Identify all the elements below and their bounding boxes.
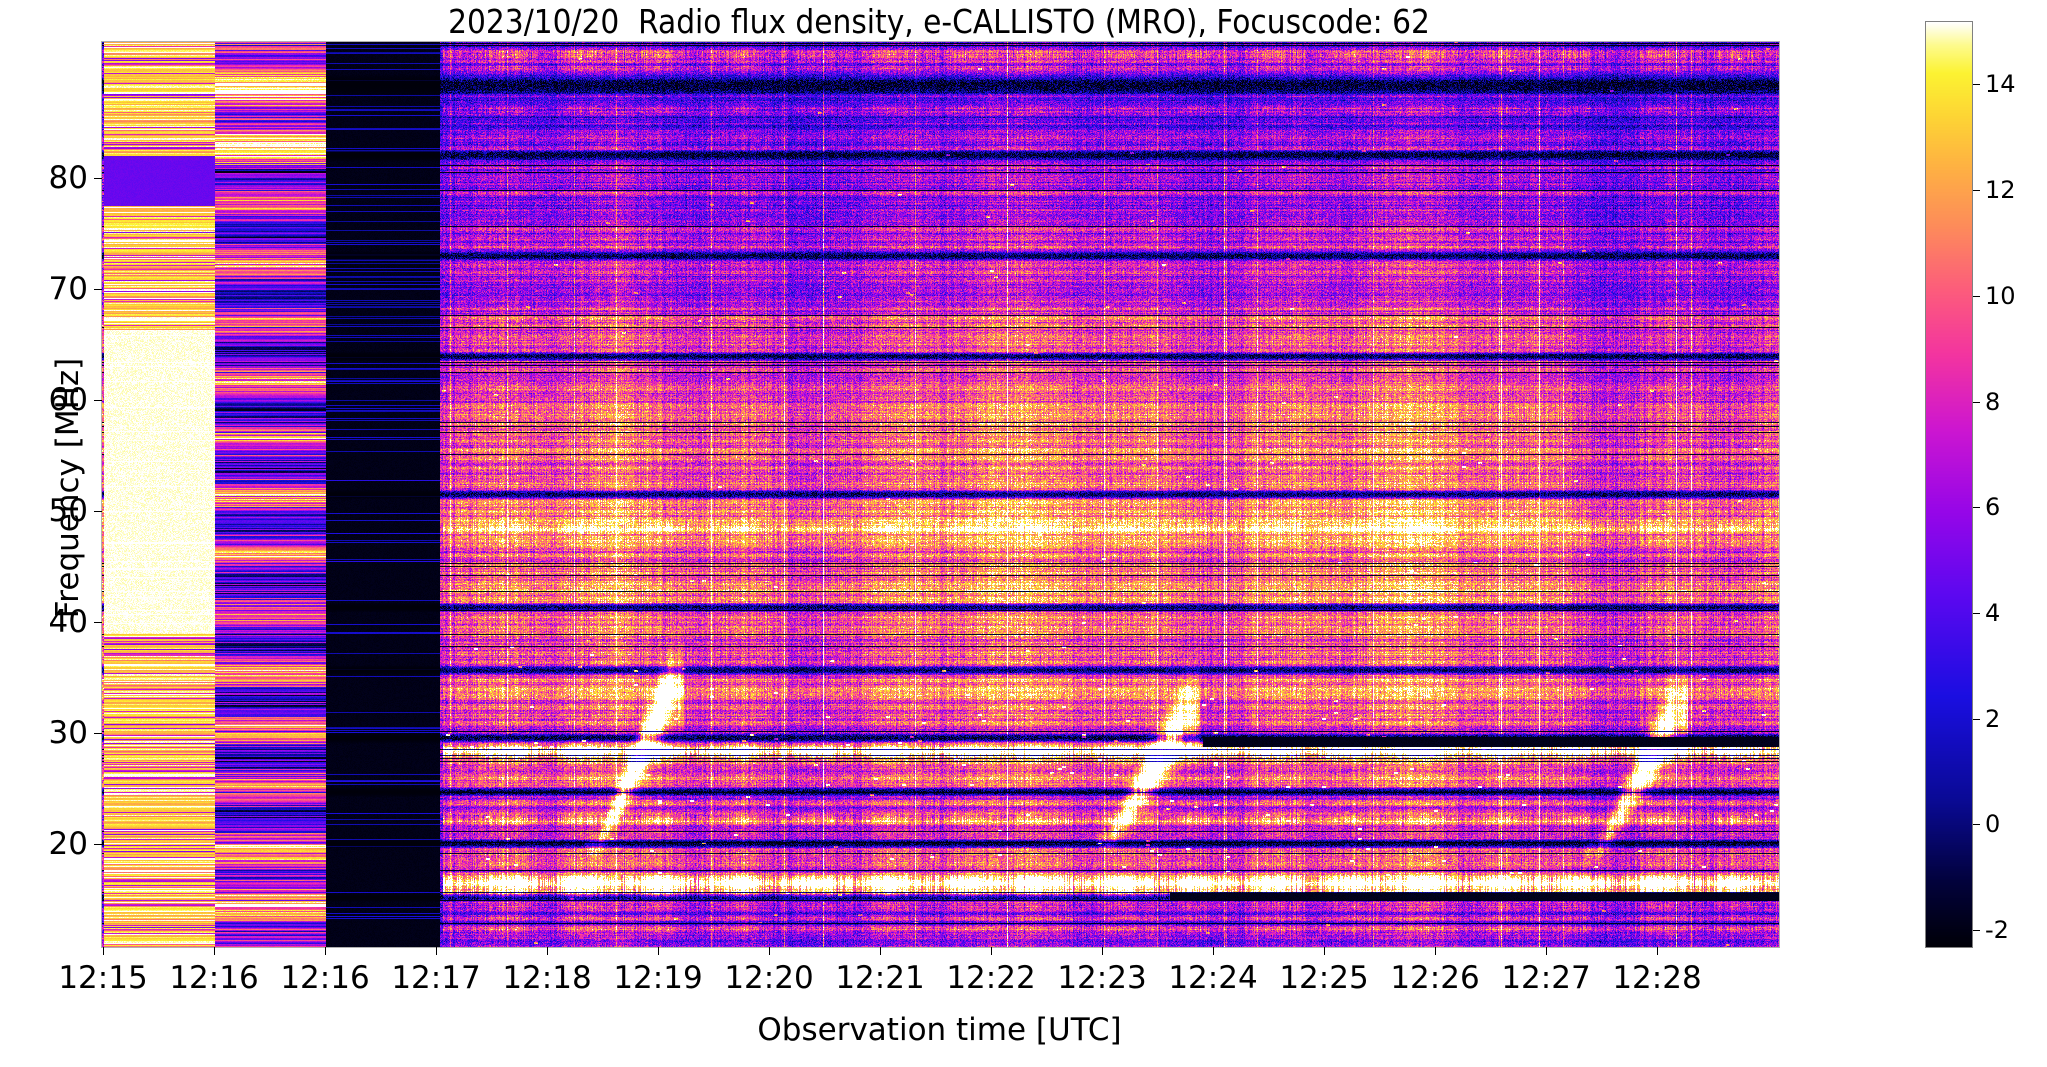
colorbar-tick-mark xyxy=(1973,930,1980,931)
x-tick-label: 12:27 xyxy=(1501,960,1591,996)
colorbar-tick-label: 4 xyxy=(1985,599,2001,627)
colorbar-tick-label: 12 xyxy=(1985,176,2016,204)
colorbar-tick-label: 14 xyxy=(1985,70,2016,98)
x-tick-mark xyxy=(436,947,437,955)
y-tick-mark xyxy=(94,844,102,845)
x-tick-mark xyxy=(769,947,770,955)
y-tick-label: 80 xyxy=(48,160,88,196)
y-tick-label: 60 xyxy=(48,382,88,418)
x-tick-label: 12:18 xyxy=(502,960,592,996)
colorbar-tick-label: 8 xyxy=(1985,388,2001,416)
colorbar-tick-mark xyxy=(1973,402,1980,403)
y-tick-label: 40 xyxy=(48,604,88,640)
x-tick-label: 12:22 xyxy=(946,960,1036,996)
y-tick-label: 50 xyxy=(48,493,88,529)
page-title: 2023/10/20 Radio flux density, e-CALLIST… xyxy=(448,2,1430,41)
x-tick-label: 12:24 xyxy=(1168,960,1258,996)
x-tick-label: 12:23 xyxy=(1057,960,1147,996)
colorbar-tick-mark xyxy=(1973,507,1980,508)
colorbar xyxy=(1925,21,1973,948)
colorbar-tick-mark xyxy=(1973,613,1980,614)
x-tick-label: 12:21 xyxy=(835,960,925,996)
colorbar-tick-label: -2 xyxy=(1985,916,2009,944)
x-tick-label: 12:19 xyxy=(613,960,703,996)
x-tick-label: 12:17 xyxy=(391,960,481,996)
colorbar-tick-mark xyxy=(1973,84,1980,85)
x-tick-label: 12:15 xyxy=(58,960,148,996)
spectrogram-image xyxy=(102,42,1779,947)
y-tick-mark xyxy=(94,400,102,401)
x-tick-mark xyxy=(103,947,104,955)
x-tick-mark xyxy=(547,947,548,955)
x-tick-mark xyxy=(880,947,881,955)
x-tick-label: 12:28 xyxy=(1612,960,1702,996)
colorbar-tick-mark xyxy=(1973,190,1980,191)
x-tick-label: 12:16 xyxy=(169,960,259,996)
x-tick-mark xyxy=(1546,947,1547,955)
y-tick-mark xyxy=(94,178,102,179)
y-tick-label: 30 xyxy=(48,715,88,751)
x-tick-mark xyxy=(325,947,326,955)
y-tick-mark xyxy=(94,733,102,734)
x-tick-mark xyxy=(658,947,659,955)
colorbar-tick-mark xyxy=(1973,824,1980,825)
y-tick-mark xyxy=(94,622,102,623)
x-tick-mark xyxy=(214,947,215,955)
colorbar-gradient xyxy=(1926,22,1972,947)
x-tick-mark xyxy=(1435,947,1436,955)
x-axis-label: Observation time [UTC] xyxy=(757,1012,1122,1048)
x-tick-label: 12:20 xyxy=(724,960,814,996)
y-tick-label: 70 xyxy=(48,271,88,307)
y-tick-label: 20 xyxy=(48,826,88,862)
x-tick-mark xyxy=(1657,947,1658,955)
x-tick-label: 12:26 xyxy=(1390,960,1480,996)
x-tick-mark xyxy=(1324,947,1325,955)
spectrogram-plot-area xyxy=(101,41,1780,948)
colorbar-tick-label: 0 xyxy=(1985,810,2001,838)
colorbar-tick-label: 6 xyxy=(1985,493,2001,521)
colorbar-tick-label: 2 xyxy=(1985,705,2001,733)
colorbar-tick-mark xyxy=(1973,296,1980,297)
y-tick-mark xyxy=(94,289,102,290)
x-tick-label: 12:25 xyxy=(1279,960,1369,996)
x-tick-label: 12:16 xyxy=(280,960,370,996)
x-tick-mark xyxy=(1102,947,1103,955)
colorbar-tick-label: 10 xyxy=(1985,282,2016,310)
x-tick-mark xyxy=(1213,947,1214,955)
y-tick-mark xyxy=(94,511,102,512)
colorbar-tick-mark xyxy=(1973,719,1980,720)
x-tick-mark xyxy=(991,947,992,955)
